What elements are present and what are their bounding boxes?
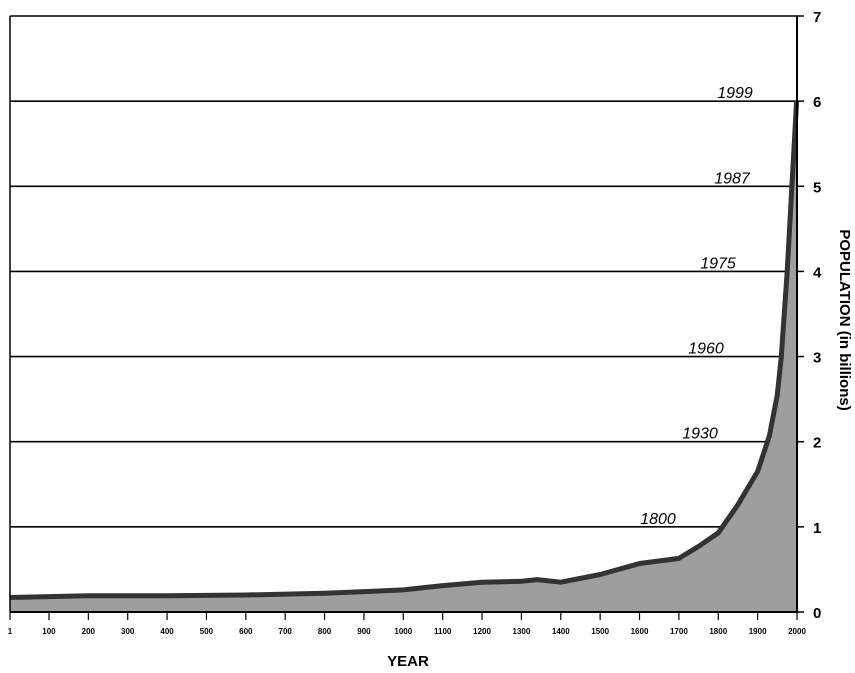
x-tick-label: 900 <box>357 627 371 636</box>
year-annotations: 1800 1930 1960 1975 1987 1999 <box>640 85 753 528</box>
x-tick-label: 300 <box>121 627 135 636</box>
x-axis-ticks: 1 100 200 300 400 500 600 700 800 900 1000 1100 1200… <box>8 612 806 636</box>
x-tick-label: 1200 <box>473 627 491 636</box>
y-tick-label: 4 <box>813 264 822 281</box>
annotation-1960: 1960 <box>688 341 724 358</box>
y-tick-label: 3 <box>813 350 821 367</box>
x-tick-label: 800 <box>318 627 332 636</box>
annotation-1930: 1930 <box>682 426 718 443</box>
x-axis-title: YEAR <box>387 653 429 670</box>
population-line <box>9 100 800 600</box>
x-tick-label: 1900 <box>749 627 767 636</box>
annotation-1999: 1999 <box>717 85 753 102</box>
annotation-1975: 1975 <box>700 255 736 272</box>
x-tick-label: 1300 <box>513 627 531 636</box>
y-tick-label: 5 <box>813 179 821 196</box>
x-tick-label: 1400 <box>552 627 570 636</box>
y-axis-ticks: 0 1 2 3 4 5 6 7 <box>797 9 822 622</box>
x-tick-label: 1500 <box>591 627 609 636</box>
y-tick-label: 1 <box>813 520 821 537</box>
x-tick-label: 1 <box>8 627 13 636</box>
x-tick-label: 1700 <box>670 627 688 636</box>
x-tick-label: 200 <box>82 627 96 636</box>
x-tick-label: 1600 <box>631 627 649 636</box>
x-tick-label: 700 <box>279 627 293 636</box>
y-axis-title: POPULATION (in billions) <box>836 229 853 410</box>
y-tick-label: 7 <box>813 9 821 26</box>
plot-frame <box>9 15 798 613</box>
x-tick-label: 1100 <box>434 627 452 636</box>
population-fill <box>10 101 797 612</box>
annotation-1800: 1800 <box>640 511 676 528</box>
x-tick-label: 400 <box>160 627 174 636</box>
population-area <box>9 100 800 612</box>
x-tick-label: 1000 <box>394 627 412 636</box>
x-tick-label: 100 <box>42 627 56 636</box>
y-tick-label: 0 <box>813 605 821 622</box>
grid-lines <box>10 100 797 528</box>
annotation-1987: 1987 <box>714 170 751 187</box>
x-tick-label: 1800 <box>709 627 727 636</box>
y-tick-label: 6 <box>813 94 821 111</box>
x-tick-label: 600 <box>239 627 253 636</box>
x-tick-label: 2000 <box>788 627 806 636</box>
x-tick-label: 500 <box>200 627 214 636</box>
y-tick-label: 2 <box>813 435 821 452</box>
